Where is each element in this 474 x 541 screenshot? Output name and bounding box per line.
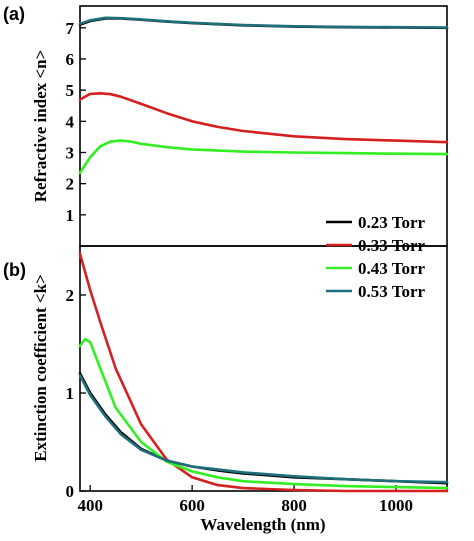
- panel-a-series-0-43-torr: [78, 139, 449, 175]
- legend-item: 0.33 Torr: [326, 236, 426, 255]
- panel-b-x-tick-label: 400: [77, 496, 103, 515]
- panel-b-series-0-53-torr: [78, 374, 449, 484]
- panel-a-series-0-53-torr: [78, 16, 449, 29]
- legend: 0.23 Torr 0.33 Torr 0.43 Torr 0.53 Torr: [326, 213, 426, 301]
- legend-item: 0.23 Torr: [326, 213, 426, 232]
- panel-a-frame: [79, 5, 448, 247]
- panel-b-y-axis-title: Extinction coefficient <k>: [31, 274, 50, 461]
- panel-b-x-tick-label: 600: [179, 496, 205, 515]
- panel-b-y-tick-label: 2: [66, 286, 75, 305]
- legend-item: 0.43 Torr: [326, 259, 426, 278]
- panel-b-series-0-23-torr: [78, 372, 449, 485]
- panel-b-x-tick-label: 800: [281, 496, 307, 515]
- panel-a-y-tick-label: 3: [66, 143, 75, 162]
- panel-a-y-tick-label: 6: [66, 50, 75, 69]
- panel-b-frame: [79, 245, 448, 492]
- panel-b-series-0-33-torr: [78, 252, 449, 493]
- panel-b: 0 1 2 400 600 800 1000 (b) Extinction coeffici…: [3, 245, 449, 534]
- panel-a-y-tick-label: 2: [66, 175, 75, 194]
- panel-a: 1 2 3 4 5 6 7 (a) Refractive index <n>: [3, 4, 449, 247]
- panel-b-label: (b): [3, 260, 26, 280]
- panel-b-y-tick-label: 0: [66, 482, 75, 501]
- panel-a-y-tick-label: 4: [66, 112, 75, 131]
- legend-item: 0.53 Torr: [326, 282, 426, 301]
- panel-a-y-axis-title: Refractive index <n>: [31, 50, 50, 203]
- x-axis-title: Wavelength (nm): [200, 515, 325, 534]
- legend-label-0-23-torr: 0.23 Torr: [358, 213, 426, 232]
- panel-b-x-tick-label: 1000: [379, 496, 413, 515]
- panel-b-series-0-43-torr: [78, 337, 449, 490]
- panel-a-y-tick-label: 1: [66, 206, 75, 225]
- panel-a-y-tick-label: 5: [66, 81, 75, 100]
- panel-a-series-0-33-torr: [78, 92, 449, 144]
- panel-a-y-tick-label: 7: [66, 19, 75, 38]
- legend-label-0-43-torr: 0.43 Torr: [358, 259, 426, 278]
- panel-a-label: (a): [3, 4, 25, 24]
- legend-label-0-53-torr: 0.53 Torr: [358, 282, 426, 301]
- panel-b-y-tick-label: 1: [66, 384, 75, 403]
- legend-label-0-33-torr: 0.33 Torr: [358, 236, 426, 255]
